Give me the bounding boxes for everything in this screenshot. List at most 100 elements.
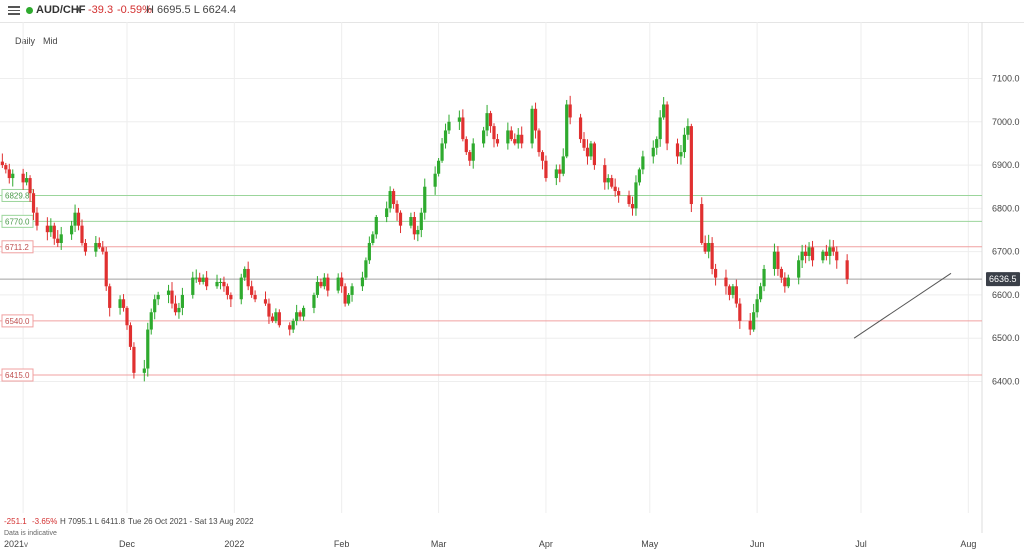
candle-body	[447, 121, 451, 131]
menu-icon[interactable]	[8, 4, 20, 16]
y-tick-label: 6800.0	[992, 203, 1020, 213]
x-tick-label: Jun	[750, 539, 765, 549]
candle-body	[679, 152, 683, 157]
candle-body	[710, 242, 714, 269]
candle-body	[565, 104, 569, 157]
candle-body	[689, 126, 693, 205]
candle-body	[492, 126, 496, 140]
summary-high-low: H 7095.1 L 6411.8	[60, 517, 125, 526]
level-label-box	[1, 368, 34, 382]
trend-line	[853, 272, 952, 339]
x-tick-label: Feb	[334, 539, 350, 549]
candle-body	[700, 204, 704, 243]
candle-body	[443, 130, 448, 144]
level-label: 6540.0	[5, 317, 30, 326]
candle-body	[288, 325, 292, 330]
candle-body	[56, 238, 60, 243]
candle-body	[568, 104, 572, 118]
candle-body	[142, 368, 146, 373]
price-change-percent: -0.59%	[117, 4, 152, 16]
candle-body	[94, 242, 98, 252]
candle-body	[21, 173, 25, 183]
candle-body	[617, 191, 621, 196]
candle-body	[537, 130, 541, 153]
high-low-readout: H 6695.5 L 6624.4	[146, 4, 237, 16]
y-tick-label: 6700.0	[992, 247, 1020, 257]
candle-body	[433, 173, 437, 187]
candle-body	[835, 251, 839, 261]
candle-body	[748, 320, 752, 330]
data-note: Data is indicative	[4, 530, 57, 537]
candle-body	[225, 286, 230, 295]
last-price-badge	[986, 272, 1020, 287]
level-label: 6770.0	[5, 217, 30, 226]
candle-body	[423, 186, 427, 213]
summary-change-percent: -3.65%	[32, 517, 58, 526]
candle-body	[301, 307, 306, 317]
candle-body	[80, 225, 84, 243]
candle-body	[509, 130, 513, 140]
candle-body	[156, 294, 160, 300]
price-type-button[interactable]: Mid	[43, 36, 58, 46]
candle-body	[246, 268, 250, 287]
candle-body	[295, 312, 299, 321]
candle-body	[180, 294, 184, 308]
x-tick-label: 2022	[224, 539, 244, 549]
candlestick-chart[interactable]: 6400.0 6500.0 6600.0 6700.0 6800.0 6900.0 7000…	[0, 22, 1024, 551]
candle-body	[416, 230, 420, 235]
candle-body	[713, 268, 718, 278]
candle-body	[395, 204, 399, 213]
candle-body	[533, 108, 538, 131]
candle-body	[35, 212, 39, 226]
candle-body	[540, 152, 545, 161]
candle-body	[613, 186, 617, 192]
instrument-symbol[interactable]: AUD/CHF	[36, 4, 86, 16]
candle-body	[83, 242, 88, 252]
candle-body	[610, 178, 614, 187]
candle-body	[585, 147, 590, 157]
candle-body	[398, 212, 403, 226]
candle-body	[810, 247, 815, 261]
candle-body	[731, 286, 735, 295]
candle-body	[263, 299, 268, 304]
interval-button[interactable]: Daily	[15, 36, 36, 46]
y-tick-label: 6900.0	[992, 160, 1020, 170]
candle-body	[201, 277, 205, 282]
candle-body	[170, 290, 174, 304]
candle-body	[727, 286, 732, 295]
level-label-box	[1, 214, 34, 228]
candle-body	[800, 251, 804, 261]
candle-body	[824, 251, 828, 256]
candle-body	[31, 193, 36, 213]
candle-body	[326, 277, 330, 291]
candle-body	[530, 108, 534, 144]
chevron-down-icon[interactable]: ▼	[75, 5, 83, 14]
candle-body	[215, 281, 219, 287]
candle-body	[707, 242, 711, 252]
candle-body	[4, 165, 8, 170]
candle-body	[385, 208, 389, 218]
candle-body	[250, 286, 254, 295]
candle-body	[108, 286, 112, 308]
candle-body	[506, 130, 510, 144]
candle-body	[627, 195, 631, 205]
candle-body	[319, 281, 323, 287]
candle-body	[797, 260, 801, 278]
candle-body	[513, 139, 517, 144]
candle-body	[270, 316, 275, 321]
candle-body	[582, 139, 586, 148]
market-status-icon	[26, 7, 33, 14]
candle-body	[658, 117, 662, 140]
candle-body	[118, 299, 122, 308]
candle-body	[239, 277, 243, 300]
candle-body	[516, 134, 520, 144]
instrument-toolbar: AUD/CHF ▼ -39.3 -0.59% H 6695.5 L 6624.4	[0, 0, 1024, 23]
chevron-down-icon[interactable]: v	[24, 540, 28, 549]
x-tick-label: Jul	[855, 539, 867, 549]
candle-body	[194, 277, 198, 279]
candle-body	[166, 290, 171, 295]
candle-body	[277, 312, 281, 326]
candle-body	[104, 251, 108, 287]
candle-body	[191, 277, 195, 295]
candle-body	[772, 251, 777, 269]
